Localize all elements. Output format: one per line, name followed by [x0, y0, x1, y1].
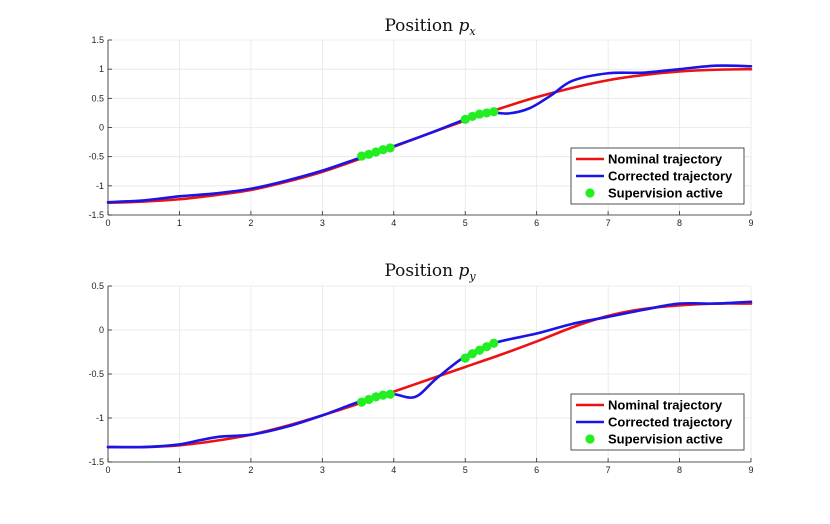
- plot-position-y: Position py 0 1 2 3 4 5 6 7 8 9 -1.5 -1 -0.5 0 0.5 Nomi…: [88, 261, 753, 475]
- x-tick-label: 3: [320, 218, 325, 228]
- x-tick-label: 3: [320, 465, 325, 475]
- supervision-point: [474, 109, 485, 119]
- x-tick-label: 7: [606, 465, 611, 475]
- legend-swatch: [585, 434, 595, 444]
- supervision-point: [378, 390, 388, 400]
- legend-label: Supervision active: [608, 186, 723, 201]
- x-tick-label: 7: [606, 218, 611, 228]
- supervision-point: [460, 114, 470, 124]
- y-tick-label: 0.5: [91, 93, 104, 103]
- x-tick-label: 6: [534, 218, 539, 228]
- supervision-point: [364, 149, 374, 159]
- x-tick-label: 2: [248, 218, 253, 228]
- supervision-point: [385, 143, 395, 153]
- x-tick-label: 6: [534, 465, 539, 475]
- y-tick-label: -0.5: [88, 369, 104, 379]
- y-tick-label: 1.5: [91, 35, 104, 45]
- y-tick-label: -1: [96, 413, 104, 423]
- x-tick-label: 5: [463, 465, 468, 475]
- supervision-point: [364, 394, 374, 405]
- supervision-point: [467, 349, 477, 359]
- x-tick-label: 1: [177, 218, 182, 228]
- supervision-point: [474, 345, 485, 355]
- legend-label: Nominal trajectory: [608, 152, 723, 167]
- legend-label: Corrected trajectory: [608, 169, 733, 184]
- supervision-point: [482, 108, 492, 118]
- series-line-corrected-trajectory: [106, 300, 753, 449]
- x-tick-label: 9: [748, 218, 753, 228]
- plot-title: Position py: [384, 261, 476, 283]
- y-tick-label: 1: [99, 64, 104, 74]
- legend-swatch: [585, 188, 595, 198]
- supervision-point: [489, 338, 499, 348]
- plot-title: Position px: [384, 16, 476, 38]
- y-tick-label: -1: [96, 181, 104, 191]
- x-tick-label: 5: [463, 218, 468, 228]
- x-tick-label: 8: [677, 465, 682, 475]
- x-tick-label: 4: [391, 218, 396, 228]
- x-tick-label: 1: [177, 465, 182, 475]
- supervision-point: [357, 397, 367, 407]
- x-tick-label: 0: [105, 218, 110, 228]
- legend-label: Corrected trajectory: [608, 415, 733, 430]
- y-tick-label: -0.5: [88, 152, 104, 162]
- supervision-point: [482, 342, 492, 352]
- supervision-point: [371, 147, 381, 157]
- supervision-point: [357, 151, 367, 161]
- supervision-point: [489, 107, 499, 117]
- y-tick-label: 0: [99, 123, 104, 133]
- x-tick-label: 9: [748, 465, 753, 475]
- x-tick-label: 2: [248, 465, 253, 475]
- supervision-point: [378, 145, 388, 155]
- supervision-point: [460, 353, 470, 363]
- plot-position-x: Position px 0 1 2 3 4 5 6 7 8 9 -1.5 -1 -0.5 0 0.5 1 1.5…: [88, 16, 753, 228]
- legend-label: Nominal trajectory: [608, 398, 723, 413]
- y-tick-label: -1.5: [88, 210, 104, 220]
- supervision-point: [385, 389, 395, 399]
- legend-label: Supervision active: [608, 432, 723, 447]
- legend: Nominal trajectory Corrected trajectory Su…: [570, 393, 745, 451]
- x-tick-label: 4: [391, 465, 396, 475]
- y-tick-label: 0: [99, 325, 104, 335]
- x-tick-label: 0: [105, 465, 110, 475]
- y-tick-label: -1.5: [88, 457, 104, 467]
- y-tick-label: 0.5: [91, 281, 104, 291]
- supervision-point: [467, 111, 477, 122]
- supervision-point: [371, 392, 381, 402]
- x-tick-label: 8: [677, 218, 682, 228]
- legend: Nominal trajectory Corrected trajectory Su…: [570, 147, 745, 205]
